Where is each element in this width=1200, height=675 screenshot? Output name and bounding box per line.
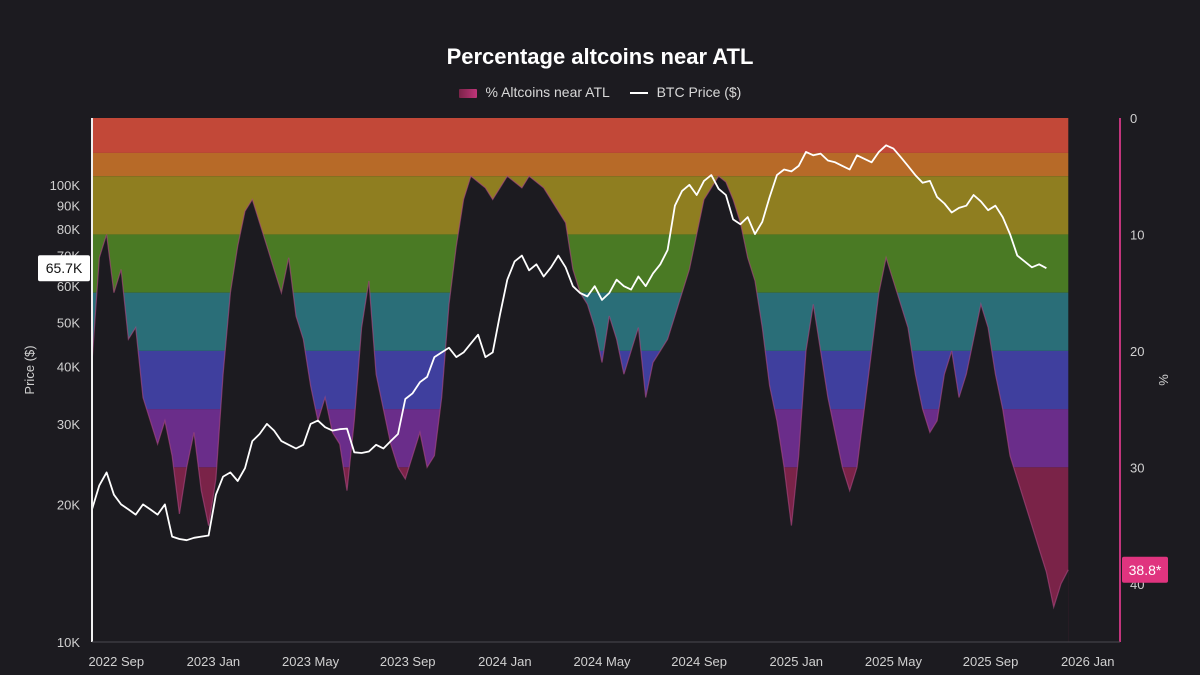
btc-price-line: [91, 144, 1047, 542]
right-tick-label: 10: [1130, 227, 1144, 242]
legend-swatch-btc: [629, 92, 648, 95]
band-2: [92, 176, 1112, 235]
x-tick-label: 2026 Jan: [1061, 654, 1115, 669]
left-tick-label: 50K: [57, 315, 80, 330]
band-1: [92, 152, 1112, 177]
legend-item-altcoins[interactable]: % Altcoins near ATL: [458, 84, 610, 100]
left-axis-title: Price ($): [22, 345, 37, 394]
left-tick-label: 80K: [57, 222, 80, 237]
left-tick-label: 30K: [57, 417, 80, 432]
right-tick-label: 20: [1130, 344, 1144, 359]
x-axis-ticks: 2022 Sep 2023 Jan 2023 May 2023 Sep 2024 Jan…: [88, 654, 1114, 669]
left-tick-label: 60K: [57, 279, 80, 294]
left-axis-ticks: 10K20K30K40K50K60K70K80K90K100KPrice ($): [22, 178, 80, 650]
x-tick-label: 2024 May: [573, 654, 631, 669]
left-tick-label: 100K: [50, 178, 81, 193]
x-tick-label: 2022 Sep: [88, 654, 144, 669]
legend-swatch-altcoins: [458, 88, 477, 98]
chart-title: Percentage altcoins near ATL: [446, 44, 754, 69]
legend-label-btc: BTC Price ($): [656, 84, 742, 100]
altcoin-current-label: 38.8*: [1129, 562, 1162, 578]
x-tick-label: 2023 Sep: [380, 654, 436, 669]
right-tick-label: 0: [1130, 111, 1137, 126]
left-tick-label: 10K: [57, 635, 80, 650]
x-tick-label: 2023 May: [282, 654, 340, 669]
band-0: [92, 118, 1112, 153]
chart-legend: % Altcoins near ATL BTC Price ($): [0, 84, 1200, 100]
btc-current-badge: [38, 255, 90, 282]
axes-group: [91, 118, 1121, 643]
altcoin-area-group: [91, 118, 1112, 642]
left-tick-label: 90K: [57, 199, 80, 214]
x-tick-label: 2024 Jan: [478, 654, 532, 669]
x-tick-label: 2025 May: [865, 654, 923, 669]
altcoin-mask-area: [92, 176, 1069, 642]
left-tick-label: 20K: [57, 497, 80, 512]
x-tick-label: 2025 Jan: [770, 654, 824, 669]
x-tick-label: 2023 Jan: [187, 654, 241, 669]
x-tick-label: 2024 Sep: [671, 654, 727, 669]
x-tick-label: 2025 Sep: [963, 654, 1019, 669]
legend-label-altcoins: % Altcoins near ATL: [485, 84, 610, 100]
empty-right-region: [1068, 118, 1112, 642]
btc-current-label: 65.7K: [46, 260, 83, 276]
right-axis-title: %: [1156, 374, 1171, 386]
left-tick-label: 40K: [57, 360, 80, 375]
altcoin-current-badge: [1122, 556, 1168, 583]
right-tick-label: 30: [1130, 460, 1144, 475]
legend-item-btc[interactable]: BTC Price ($): [629, 84, 742, 100]
current-value-markers: 65.7K 38.8*: [38, 255, 1168, 583]
btc-line-group: [91, 144, 1047, 542]
